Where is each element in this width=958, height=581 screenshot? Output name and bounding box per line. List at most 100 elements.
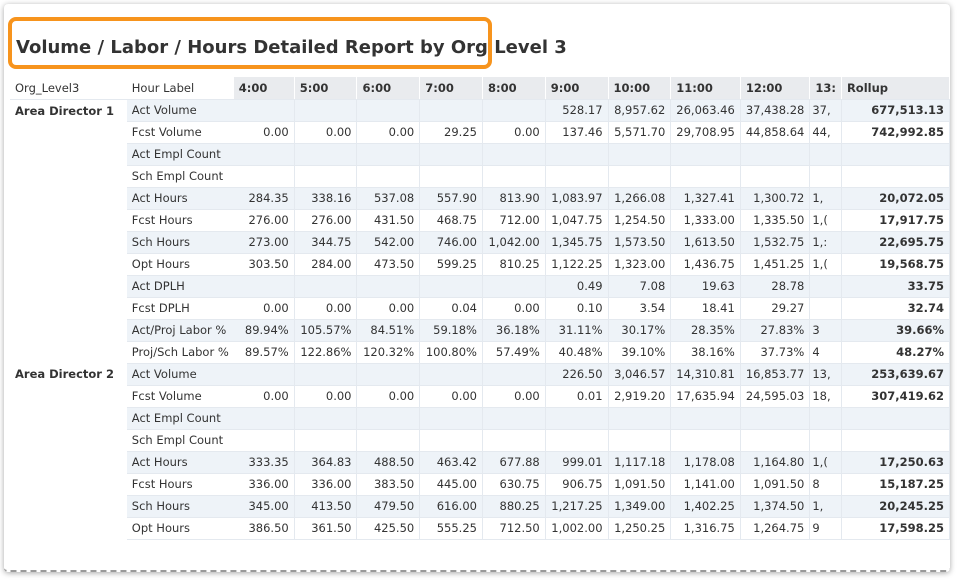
- row-label: Sch Hours: [126, 495, 234, 518]
- cell: 3: [809, 319, 842, 342]
- cell: [419, 99, 483, 122]
- cell: 479.50: [356, 495, 421, 518]
- cell: 1,042.00: [482, 231, 546, 254]
- cell: [809, 429, 842, 452]
- cell: [670, 407, 741, 430]
- row-label: Sch Empl Count: [126, 429, 234, 452]
- cell: [482, 143, 546, 166]
- row-label: Opt Hours: [126, 517, 234, 540]
- column-header[interactable]: 11:00: [670, 77, 741, 100]
- cell: 120.32%: [356, 341, 421, 364]
- cell: 1,451.25: [740, 253, 811, 276]
- cell: 0.00: [482, 385, 546, 408]
- cell: 28.78: [740, 275, 811, 298]
- cell: 89.94%: [233, 319, 295, 342]
- cell: 1,117.18: [608, 451, 672, 474]
- cell: 26,063.46: [670, 99, 741, 122]
- cell: 1,091.50: [740, 473, 811, 496]
- cell: 13,: [809, 363, 842, 386]
- cell: 7.08: [608, 275, 672, 298]
- cell: 39.10%: [608, 341, 672, 364]
- cell: 810.25: [482, 253, 546, 276]
- cell: [482, 429, 546, 452]
- cell: 122.86%: [294, 341, 358, 364]
- cell: 1,(: [809, 451, 842, 474]
- cell: [233, 275, 295, 298]
- cell: 813.90: [482, 187, 546, 210]
- cell: 1,345.75: [545, 231, 609, 254]
- column-header[interactable]: 12:00: [740, 77, 811, 100]
- column-header[interactable]: Org_Level3: [10, 77, 127, 100]
- report-card: Volume / Labor / Hours Detailed Report b…: [4, 4, 950, 572]
- column-header[interactable]: 4:00: [233, 77, 295, 100]
- cell: 0.00: [482, 297, 546, 320]
- cell: 0.04: [419, 297, 483, 320]
- table-body: Area Director 1 Act Volume 528.17 8,957.62 2…: [10, 99, 950, 540]
- data-row: Opt Hours 303.50 284.00 473.50 599.25 810.25 1…: [10, 253, 950, 276]
- cell: 1,374.50: [740, 495, 811, 518]
- cell: 44,858.64: [740, 121, 811, 144]
- row-label: Act DPLH: [126, 275, 234, 298]
- column-header[interactable]: Rollup: [841, 77, 950, 100]
- cell: 906.75: [545, 473, 609, 496]
- cell: [419, 143, 483, 166]
- cell: [233, 363, 295, 386]
- cell: 303.50: [233, 253, 295, 276]
- data-row: Sch Hours 345.00 413.50 479.50 616.00 880.25 1…: [10, 495, 950, 518]
- column-header[interactable]: 5:00: [294, 77, 358, 100]
- cell: [608, 429, 672, 452]
- cell: [233, 99, 295, 122]
- row-label: Act Hours: [126, 451, 234, 474]
- column-header[interactable]: 13:: [809, 77, 842, 100]
- cell: 1,083.97: [545, 187, 609, 210]
- data-row: Fcst Hours 276.00 276.00 431.50 468.75 712.00…: [10, 209, 950, 232]
- cell: 383.50: [356, 473, 421, 496]
- cell: 276.00: [294, 209, 358, 232]
- cell: 1,349.00: [608, 495, 672, 518]
- cell: [482, 275, 546, 298]
- column-header[interactable]: Hour Label: [126, 77, 234, 100]
- cell: 616.00: [419, 495, 483, 518]
- row-label: Act Hours: [126, 187, 234, 210]
- cell: 273.00: [233, 231, 295, 254]
- cell: [545, 143, 609, 166]
- rollup-cell: 253,639.67: [841, 363, 950, 386]
- row-label: Fcst DPLH: [126, 297, 234, 320]
- row-label: Act Volume: [126, 99, 234, 122]
- cell: [670, 429, 741, 452]
- cell: [670, 143, 741, 166]
- cell: 1,002.00: [545, 517, 609, 540]
- row-label: Fcst Volume: [126, 121, 234, 144]
- org-label: Area Director 2: [15, 367, 114, 381]
- cell: 29,708.95: [670, 121, 741, 144]
- column-header[interactable]: 8:00: [482, 77, 546, 100]
- cell: [356, 407, 421, 430]
- cell: 37,: [809, 99, 842, 122]
- rollup-cell: 17,250.63: [841, 451, 950, 474]
- cell: 555.25: [419, 517, 483, 540]
- cell: 1,141.00: [670, 473, 741, 496]
- rollup-cell: [841, 165, 950, 188]
- cell: [356, 429, 421, 452]
- cell: [294, 363, 358, 386]
- column-header[interactable]: 10:00: [608, 77, 672, 100]
- column-header[interactable]: 6:00: [356, 77, 421, 100]
- cell: 1,402.25: [670, 495, 741, 518]
- cell: 1,613.50: [670, 231, 741, 254]
- cell: 0.00: [482, 121, 546, 144]
- cell: 2,919.20: [608, 385, 672, 408]
- data-row: Act Empl Count: [10, 143, 950, 166]
- cell: [233, 165, 295, 188]
- data-row: Act/Proj Labor % 89.94% 105.57% 84.51% 59.18…: [10, 319, 950, 342]
- cell: 0.10: [545, 297, 609, 320]
- cell: [233, 407, 295, 430]
- cell: 599.25: [419, 253, 483, 276]
- cell: 677.88: [482, 451, 546, 474]
- column-header[interactable]: 9:00: [545, 77, 609, 100]
- cell: 1,217.25: [545, 495, 609, 518]
- cell: 40.48%: [545, 341, 609, 364]
- cell: 0.01: [545, 385, 609, 408]
- column-header[interactable]: 7:00: [419, 77, 483, 100]
- cell: 1,266.08: [608, 187, 672, 210]
